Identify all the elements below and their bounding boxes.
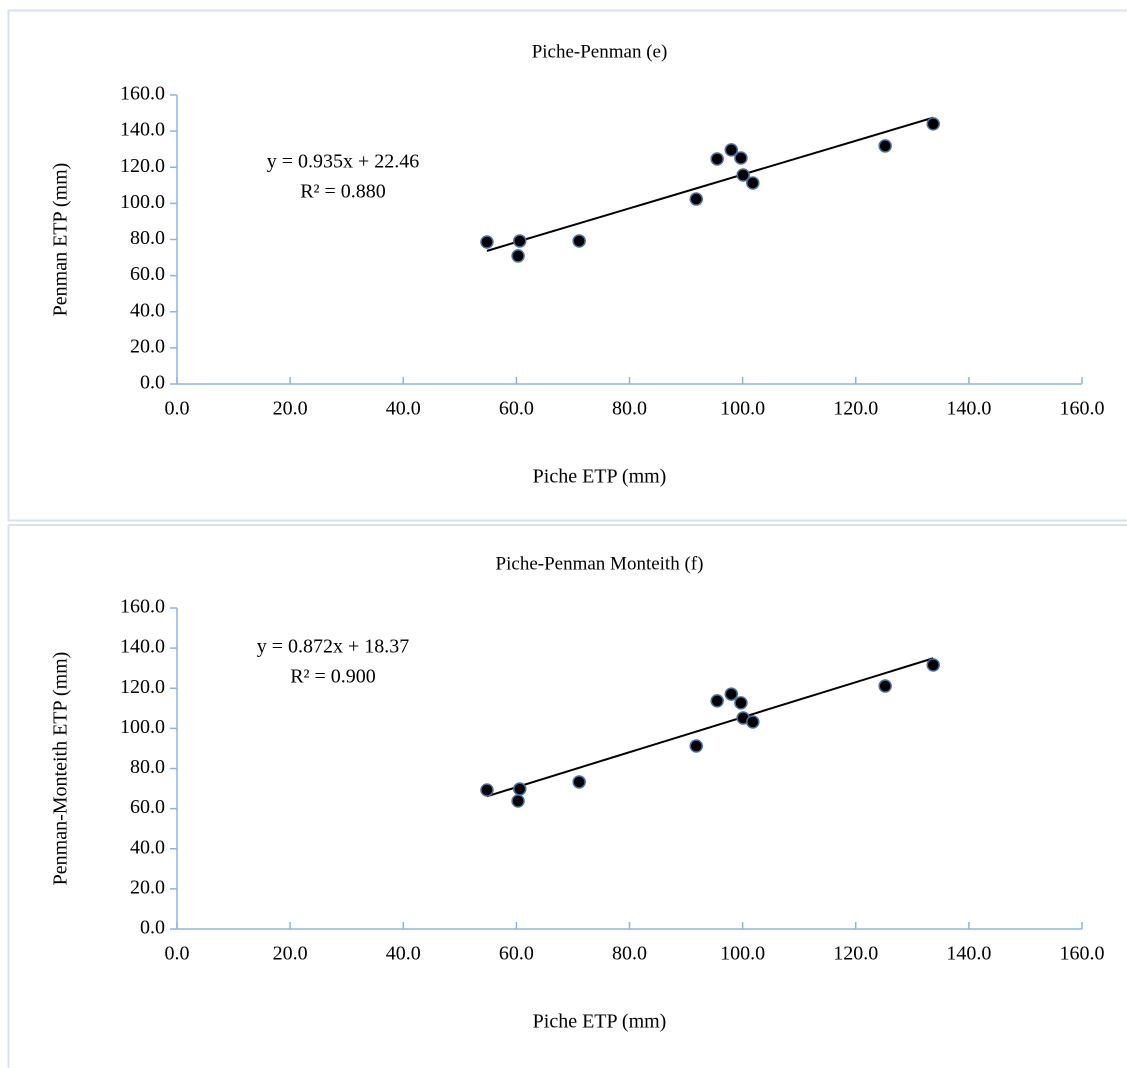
data-point bbox=[746, 715, 760, 729]
data-point bbox=[511, 249, 525, 263]
data-point bbox=[710, 152, 724, 166]
y-tick-label: 40.0 bbox=[130, 836, 165, 858]
data-point bbox=[736, 168, 750, 182]
y-tick-label: 0.0 bbox=[140, 917, 165, 939]
y-tick-label: 120.0 bbox=[120, 155, 165, 177]
x-tick-label: 80.0 bbox=[612, 398, 647, 420]
y-tick-label: 20.0 bbox=[130, 876, 165, 898]
y-tick-label: 140.0 bbox=[120, 636, 165, 658]
data-point bbox=[480, 783, 494, 797]
data-point bbox=[734, 151, 748, 165]
x-tick-label: 160.0 bbox=[1060, 398, 1105, 420]
x-axis-title: Piche ETP (mm) bbox=[533, 1011, 667, 1033]
y-tick-label: 160.0 bbox=[120, 83, 165, 105]
x-tick-label: 80.0 bbox=[612, 943, 647, 965]
trendline-equation: y = 0.935x + 22.46 bbox=[267, 151, 420, 173]
x-tick-label: 60.0 bbox=[499, 943, 534, 965]
x-tick-label: 20.0 bbox=[273, 943, 308, 965]
data-point bbox=[878, 679, 892, 693]
x-tick-label: 140.0 bbox=[946, 943, 991, 965]
x-tick-label: 140.0 bbox=[946, 398, 991, 420]
data-point bbox=[926, 117, 940, 131]
data-point bbox=[513, 782, 527, 796]
y-tick-label: 20.0 bbox=[130, 335, 165, 357]
chart-title: Piche-Penman (e) bbox=[532, 41, 668, 62]
data-point bbox=[710, 694, 724, 708]
y-axis-title: Penman ETP (mm) bbox=[50, 163, 72, 317]
x-tick-label: 60.0 bbox=[499, 398, 534, 420]
r-squared: R² = 0.880 bbox=[300, 181, 386, 203]
data-point bbox=[572, 775, 586, 789]
trendline bbox=[486, 657, 934, 798]
y-tick-label: 80.0 bbox=[130, 227, 165, 249]
r-squared: R² = 0.900 bbox=[290, 666, 376, 688]
y-tick-label: 160.0 bbox=[120, 596, 165, 618]
data-point bbox=[513, 234, 527, 248]
x-tick-label: 120.0 bbox=[833, 943, 878, 965]
data-point bbox=[734, 696, 748, 710]
data-point bbox=[724, 687, 739, 701]
x-tick-label: 20.0 bbox=[273, 398, 308, 420]
x-tick-label: 0.0 bbox=[165, 398, 190, 420]
data-point bbox=[511, 794, 525, 808]
y-tick-label: 0.0 bbox=[140, 372, 165, 394]
y-tick-label: 60.0 bbox=[130, 263, 165, 285]
chart-title: Piche-Penman Monteith (f) bbox=[496, 553, 704, 574]
x-tick-label: 120.0 bbox=[833, 398, 878, 420]
data-point bbox=[689, 192, 703, 206]
data-point bbox=[746, 176, 760, 190]
y-tick-label: 120.0 bbox=[120, 676, 165, 698]
x-tick-label: 100.0 bbox=[720, 943, 765, 965]
data-point bbox=[572, 234, 586, 248]
trendline bbox=[486, 116, 934, 252]
y-tick-label: 100.0 bbox=[120, 716, 165, 738]
y-tick-label: 40.0 bbox=[130, 299, 165, 321]
x-tick-label: 40.0 bbox=[386, 398, 421, 420]
y-tick-label: 80.0 bbox=[130, 756, 165, 778]
y-axis-title: Penman-Monteith ETP (mm) bbox=[50, 652, 72, 886]
trendline-equation: y = 0.872x + 18.37 bbox=[257, 636, 410, 658]
x-axis-title: Piche ETP (mm) bbox=[533, 466, 667, 488]
y-tick-label: 140.0 bbox=[120, 119, 165, 141]
y-tick-label: 60.0 bbox=[130, 796, 165, 818]
x-tick-label: 40.0 bbox=[386, 943, 421, 965]
chart-frame bbox=[7, 9, 1127, 522]
x-tick-label: 0.0 bbox=[165, 943, 190, 965]
x-tick-label: 160.0 bbox=[1060, 943, 1105, 965]
y-tick-label: 100.0 bbox=[120, 191, 165, 213]
data-point bbox=[926, 658, 940, 672]
data-point bbox=[689, 739, 703, 753]
data-point bbox=[480, 235, 494, 249]
x-tick-label: 100.0 bbox=[720, 398, 765, 420]
data-point bbox=[878, 139, 892, 153]
data-point bbox=[724, 143, 739, 157]
